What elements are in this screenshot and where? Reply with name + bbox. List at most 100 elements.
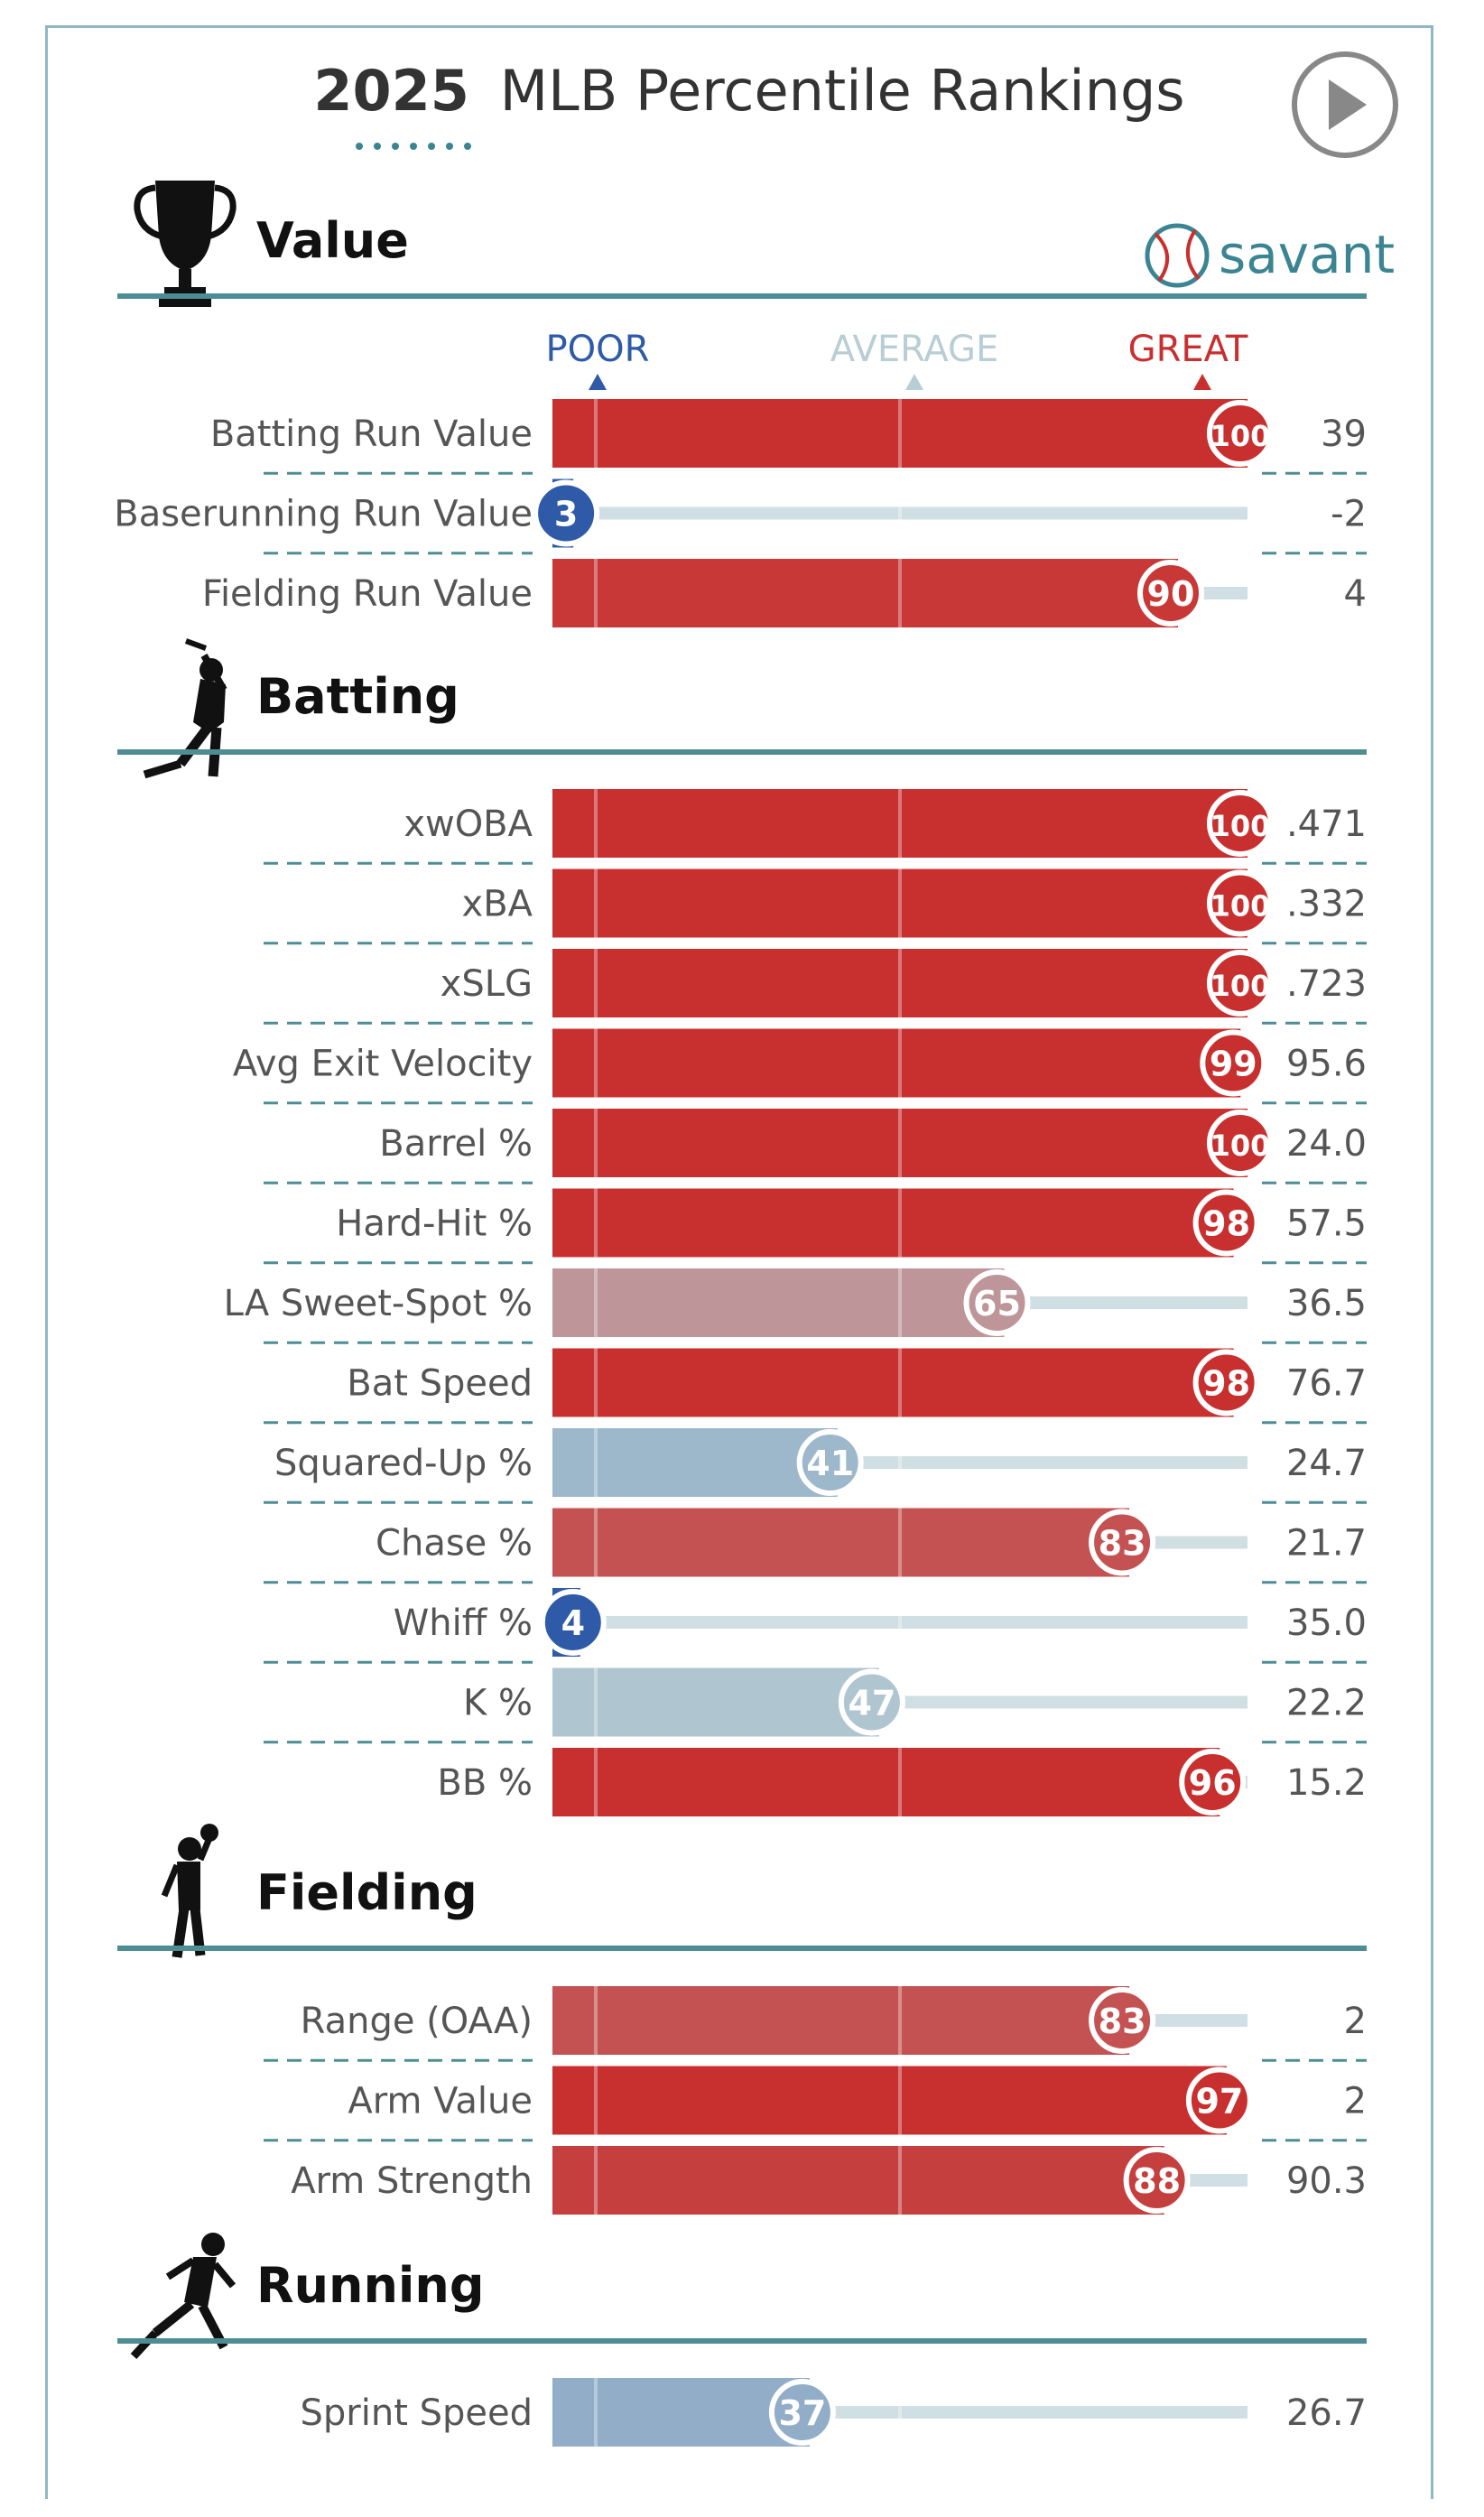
percentile-badge-value: 65 <box>973 1284 1021 1324</box>
percentile-bar <box>552 1428 838 1497</box>
metric-value: 24.7 <box>1286 1443 1367 1484</box>
scale-average-arrow <box>905 374 923 390</box>
section-divider <box>117 749 1367 755</box>
title-rest: MLB Percentile Rankings <box>500 58 1185 124</box>
reference-line <box>898 1428 902 1497</box>
reference-line <box>594 1428 598 1497</box>
metric-value: 2 <box>1344 2001 1367 2042</box>
metric-row[interactable]: 99 Avg Exit Velocity 95.6 <box>233 1028 1367 1105</box>
metric-row[interactable]: 100 Batting Run Value 39 <box>210 399 1367 475</box>
percentile-bar <box>552 2146 1164 2215</box>
metric-row[interactable]: 100 xBA .332 <box>264 868 1367 945</box>
metric-row[interactable]: 96 BB % 15.2 <box>437 1748 1367 1816</box>
percentile-badge <box>1179 1749 1247 1816</box>
percentile-badge-value: 97 <box>1195 2082 1243 2122</box>
percentile-badge-value: 100 <box>1210 889 1271 924</box>
percentile-badge-value: 90 <box>1147 574 1195 614</box>
metric-label: Chase % <box>376 1523 533 1565</box>
card-frame <box>45 25 1433 2499</box>
section-fielding: Fielding 83 Range (OAA) 2 97 Arm Value 2 88 Arm … <box>117 1864 1367 2215</box>
savant-logo[interactable]: savant <box>1145 223 1395 288</box>
percentile-badge <box>768 2379 836 2446</box>
percentile-bar <box>552 1986 1130 2055</box>
metric-value: 4 <box>1344 573 1367 615</box>
metric-value: -2 <box>1331 494 1367 535</box>
metric-value: 39 <box>1321 413 1367 455</box>
metric-label: Arm Strength <box>291 2160 533 2202</box>
metric-row[interactable]: 100 Barrel % 24.0 <box>264 1109 1367 1184</box>
percentile-badge <box>796 1429 864 1496</box>
percentile-track <box>552 506 1247 520</box>
title-dot <box>446 143 453 150</box>
scale-poor-label: POOR <box>546 329 650 370</box>
metric-row[interactable]: 88 Arm Strength 90.3 <box>291 2146 1367 2215</box>
metric-label: Whiff % <box>394 1602 533 1644</box>
reference-line <box>898 1748 902 1816</box>
metric-row[interactable]: 100 xSLG .723 <box>264 949 1367 1025</box>
metric-row[interactable]: 3 Baserunning Run Value -2 <box>114 478 1367 555</box>
metric-row[interactable]: 83 Range (OAA) 2 <box>264 1986 1367 2062</box>
metric-label: Barrel % <box>379 1123 533 1165</box>
reference-line <box>898 1268 902 1337</box>
reference-line <box>898 949 902 1017</box>
metric-value: 95.6 <box>1286 1044 1367 1085</box>
percentile-bar <box>552 949 1247 1017</box>
percentile-bar <box>552 2066 1227 2135</box>
play-button[interactable] <box>1292 51 1398 158</box>
metric-row[interactable]: 47 K % 22.2 <box>264 1667 1367 1744</box>
percentile-bar <box>552 1508 1130 1577</box>
reference-line <box>594 1268 598 1337</box>
reference-line <box>594 2066 598 2135</box>
metric-row[interactable]: 90 Fielding Run Value 4 <box>202 559 1367 627</box>
metric-row[interactable]: 41 Squared-Up % 24.7 <box>264 1428 1367 1504</box>
metric-label: Bat Speed <box>347 1363 533 1405</box>
percentile-badge-value: 83 <box>1099 1524 1146 1564</box>
title-dots <box>356 143 471 150</box>
reference-line <box>594 1748 598 1816</box>
percentile-badge-value: 41 <box>806 1444 854 1483</box>
percentile-badge-value: 3 <box>554 495 578 534</box>
reference-line <box>594 1109 598 1177</box>
metric-row[interactable]: 100 xwOBA .471 <box>264 789 1367 865</box>
reference-line <box>594 868 598 938</box>
batter-icon <box>143 638 227 779</box>
metric-label: Baserunning Run Value <box>114 494 533 535</box>
metric-row[interactable]: 65 LA Sweet-Spot % 36.5 <box>224 1268 1367 1344</box>
section-divider <box>117 293 1367 299</box>
reference-line <box>898 399 902 468</box>
percentile-bar <box>552 1348 1234 1417</box>
section-divider <box>117 1946 1367 1951</box>
percentile-badge <box>1207 400 1274 467</box>
percentile-bar <box>552 1188 1234 1258</box>
metric-row[interactable]: 97 Arm Value 2 <box>264 2066 1367 2142</box>
metric-row[interactable]: 37 Sprint Speed 26.7 <box>301 2378 1367 2447</box>
reference-line <box>898 1188 902 1258</box>
metric-value: .332 <box>1286 884 1367 925</box>
percentile-badge <box>963 1269 1031 1336</box>
metric-value: 76.7 <box>1286 1363 1367 1405</box>
title-dot <box>356 143 363 150</box>
metric-label: Batting Run Value <box>210 413 533 455</box>
reference-line <box>594 399 598 468</box>
percentile-badge <box>1192 1189 1260 1257</box>
metric-row[interactable]: 98 Hard-Hit % 57.5 <box>264 1188 1367 1265</box>
metric-value: .471 <box>1286 803 1367 845</box>
sections: Value 100 Batting Run Value 39 3 Baserunning … <box>114 212 1367 2447</box>
metric-row[interactable]: 98 Bat Speed 76.7 <box>264 1348 1367 1425</box>
percentile-badge <box>1207 869 1274 937</box>
scale-poor-arrow <box>589 374 607 390</box>
scale-great-label: GREAT <box>1128 329 1248 370</box>
percentile-badge <box>1207 1110 1274 1176</box>
metric-label: Arm Value <box>348 2081 533 2122</box>
percentile-bar <box>552 789 1247 858</box>
percentile-bar <box>552 1667 879 1737</box>
metric-row[interactable]: 83 Chase % 21.7 <box>264 1508 1367 1584</box>
metric-label: xSLG <box>441 963 533 1005</box>
percentile-badge <box>539 1589 607 1656</box>
metric-row[interactable]: 4 Whiff % 35.0 <box>264 1588 1367 1664</box>
percentile-badge-value: 100 <box>1210 969 1271 1003</box>
percentile-bar <box>552 1028 1241 1098</box>
percentile-bar <box>552 1748 1220 1816</box>
reference-line <box>594 2378 598 2447</box>
reference-line <box>898 2066 902 2135</box>
